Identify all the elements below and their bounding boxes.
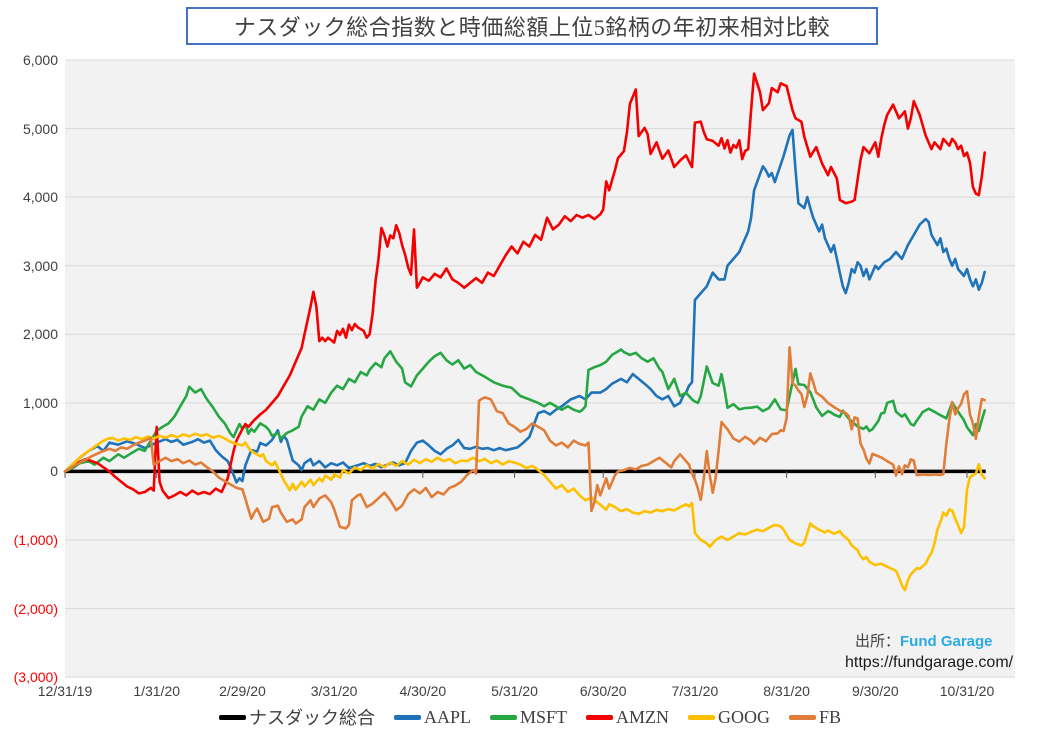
legend-swatch	[789, 714, 816, 720]
y-axis-label: 4,000	[22, 189, 58, 206]
legend-swatch	[393, 714, 421, 720]
legend-swatch	[586, 714, 613, 720]
source-url: https://fundgarage.com/	[845, 654, 1014, 671]
legend-item-fb: FB	[789, 707, 841, 728]
x-axis-label: 7/31/20	[671, 683, 719, 699]
legend-swatch	[218, 714, 246, 720]
legend-item-msft: MSFT	[489, 706, 567, 728]
legend: ナスダック総合 AAPL MSFT AMZN GOOG FB	[0, 704, 1060, 730]
x-axis-label: 9/30/20	[851, 683, 899, 699]
y-axis-label: 3,000	[22, 257, 58, 274]
y-axis-label: 1,000	[22, 394, 58, 411]
x-axis-label: 12/31/19	[37, 683, 93, 699]
legend-item-goog: GOOG	[688, 707, 770, 728]
x-axis-label: 10/31/20	[939, 683, 995, 699]
x-axis-label: 4/30/20	[399, 683, 447, 699]
x-axis-label: 6/30/20	[579, 683, 627, 699]
legend-swatch	[489, 714, 517, 720]
y-axis-label: 5,000	[22, 120, 58, 137]
legend-item-ナスダック総合: ナスダック総合	[218, 704, 375, 730]
y-axis-label: 2,000	[22, 326, 58, 343]
legend-label: AMZN	[616, 706, 669, 727]
y-axis-label: 6,000	[22, 52, 58, 68]
x-axis-label: 1/31/20	[133, 683, 181, 699]
y-axis-label: (3,000)	[13, 669, 58, 686]
source-prefix: 出所：	[855, 633, 901, 650]
source-link[interactable]: Fund Garage	[900, 633, 993, 650]
plot-area	[65, 60, 1015, 678]
legend-label: FB	[819, 706, 842, 727]
y-axis-label: 0	[50, 463, 58, 480]
source-block: 出所：Fund Garage https://fundgarage.com/	[845, 631, 1013, 673]
series-line-goog	[63, 432, 987, 592]
chart-title: ナスダック総合指数と時価総額上位5銘柄の年初来相対比較	[233, 15, 831, 40]
legend-swatch	[688, 714, 715, 720]
legend-label: MSFT	[519, 706, 567, 727]
x-axis-label: 5/31/20	[491, 683, 538, 699]
chart-title-box: ナスダック総合指数と時価総額上位5銘柄の年初来相対比較	[186, 7, 878, 45]
x-axis-label: 8/31/20	[763, 683, 810, 699]
legend-item-aapl: AAPL	[393, 706, 471, 728]
x-axis-label: 3/31/20	[310, 683, 358, 699]
legend-label: ナスダック総合	[248, 708, 375, 728]
series-line-amzn	[63, 72, 987, 500]
legend-label: GOOG	[718, 706, 770, 727]
y-axis-label: (2,000)	[13, 600, 58, 617]
legend-label: AAPL	[423, 706, 471, 727]
y-axis-label: (1,000)	[13, 532, 58, 548]
legend-item-amzn: AMZN	[586, 707, 669, 728]
series-line-fb	[63, 345, 987, 530]
x-axis-label: 2/29/20	[219, 683, 266, 699]
